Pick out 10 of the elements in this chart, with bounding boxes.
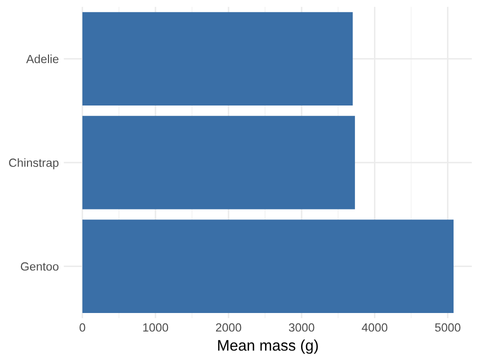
x-tick-label: 0 [80, 323, 86, 332]
x-tick-label: 2000 [216, 323, 242, 332]
y-tick-label: Adelie [26, 54, 58, 64]
x-tick-label: 5000 [435, 323, 460, 332]
x-tick-label: 3000 [288, 323, 314, 332]
x-axis-title: Mean mass (g) [218, 340, 318, 354]
y-tick-label: Chinstrap [9, 158, 58, 170]
x-tick-label: 4000 [362, 323, 388, 332]
y-tick-label: Gentoo [20, 262, 58, 271]
x-tick-label: 1000 [143, 323, 168, 332]
